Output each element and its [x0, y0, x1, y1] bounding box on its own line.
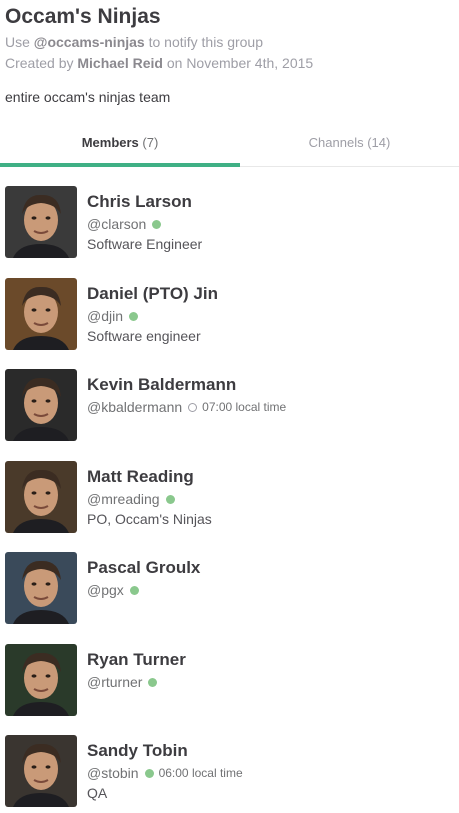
member-name: Matt Reading — [87, 467, 194, 486]
member-name: Pascal Groulx — [87, 558, 201, 577]
member-name: Kevin Baldermann — [87, 375, 237, 394]
group-header: Occam's Ninjas Use @occams-ninjas to not… — [5, 0, 455, 74]
tab-bar: Members (7) Channels (14) — [0, 124, 459, 167]
group-description: entire occam's ninjas team — [5, 89, 171, 105]
member-title: QA — [87, 785, 108, 801]
created-suffix: on November 4th, 2015 — [166, 55, 314, 71]
avatar[interactable] — [5, 278, 77, 350]
presence-dot-icon — [129, 311, 139, 321]
avatar[interactable] — [5, 552, 77, 624]
member-local-time: 07:00 local time — [202, 400, 287, 414]
member-handle: @rturner — [87, 674, 143, 690]
use-suffix: to notify this group — [148, 34, 264, 50]
member-handle: @kbaldermann — [87, 399, 183, 415]
member-handle: @stobin — [87, 765, 139, 781]
member-item[interactable]: Sandy Tobin @stobin 06:00 local time QA — [0, 735, 459, 811]
member-title: PO, Occam's Ninjas — [87, 511, 212, 527]
avatar[interactable] — [5, 644, 77, 716]
presence-dot-icon — [148, 677, 158, 687]
tab-members-count: (7) — [142, 135, 159, 150]
member-title: Software Engineer — [87, 236, 203, 252]
avatar-image — [5, 461, 77, 533]
presence-dot-icon — [129, 585, 139, 595]
member-name: Daniel (PTO) Jin — [87, 284, 218, 303]
use-prefix: Use — [5, 34, 30, 50]
avatar-image — [5, 278, 77, 350]
group-creator[interactable]: Michael Reid — [77, 55, 163, 71]
group-created-info: Created by Michael Reid on November 4th,… — [5, 53, 455, 74]
member-item[interactable]: Ryan Turner @rturner — [0, 644, 459, 720]
member-item[interactable]: Chris Larson @clarson Software Engineer — [0, 186, 459, 262]
member-handle: @mreading — [87, 491, 160, 507]
member-name: Ryan Turner — [87, 650, 186, 669]
avatar-image — [5, 369, 77, 441]
group-title: Occam's Ninjas — [5, 5, 161, 28]
avatar[interactable] — [5, 186, 77, 258]
avatar[interactable] — [5, 369, 77, 441]
presence-dot-icon — [165, 494, 175, 504]
tab-members-label: Members — [81, 135, 139, 150]
avatar-image — [5, 186, 77, 258]
group-handle: @occams-ninjas — [33, 34, 145, 50]
member-handle: @djin — [87, 308, 124, 324]
member-local-time: 06:00 local time — [158, 766, 243, 780]
tab-channels-label: Channels — [308, 135, 364, 150]
avatar-image — [5, 552, 77, 624]
created-prefix: Created by — [5, 55, 74, 71]
avatar-image — [5, 735, 77, 807]
member-title: Software engineer — [87, 328, 201, 344]
member-handle: @pgx — [87, 582, 124, 598]
member-name: Sandy Tobin — [87, 741, 188, 760]
presence-dot-icon — [152, 219, 162, 229]
tab-channels[interactable]: Channels (14) — [240, 124, 459, 166]
member-handle: @clarson — [87, 216, 147, 232]
group-mention-info: Use @occams-ninjas to notify this group — [5, 32, 455, 53]
presence-dot-icon — [188, 402, 198, 412]
tab-members[interactable]: Members (7) — [0, 124, 240, 167]
member-item[interactable]: Kevin Baldermann @kbaldermann 07:00 loca… — [0, 369, 459, 445]
member-item[interactable]: Daniel (PTO) Jin @djin Software engineer — [0, 278, 459, 354]
avatar[interactable] — [5, 735, 77, 807]
tab-channels-count: (14) — [367, 135, 391, 150]
member-item[interactable]: Matt Reading @mreading PO, Occam's Ninja… — [0, 461, 459, 537]
member-name: Chris Larson — [87, 192, 192, 211]
avatar-image — [5, 644, 77, 716]
presence-dot-icon — [144, 768, 154, 778]
member-item[interactable]: Pascal Groulx @pgx — [0, 552, 459, 628]
avatar[interactable] — [5, 461, 77, 533]
